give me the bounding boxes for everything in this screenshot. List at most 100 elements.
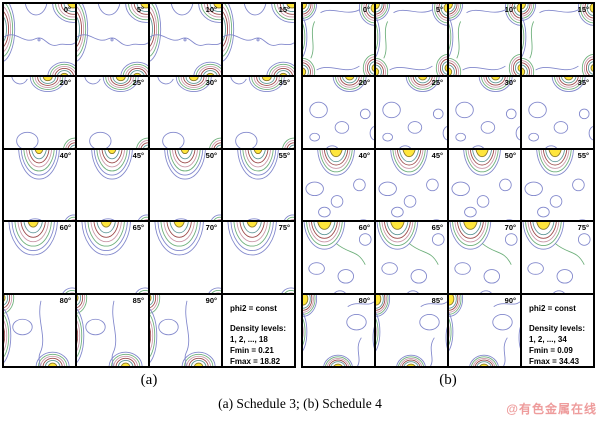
odf-section-cell-b-12: 60°: [303, 222, 374, 294]
contour-plot: [223, 4, 294, 75]
section-angle-label: 15°: [278, 5, 290, 14]
contour-plot: [305, 149, 369, 221]
contour-plot: [230, 76, 294, 148]
section-angle-label: 65°: [431, 223, 443, 233]
section-angle-label: 45°: [431, 150, 443, 160]
odf-section-cell-b-1: 5°: [376, 4, 447, 75]
contour-plot: [376, 295, 447, 366]
odf-section-cell-a-12: 60°: [4, 222, 75, 294]
section-angle-label: 5°: [435, 5, 443, 14]
odf-section-cell-a-3: 15°: [223, 4, 294, 75]
section-angle-label: 50°: [504, 150, 516, 160]
section-angle-label: 85°: [132, 296, 144, 306]
contour-plot: [449, 295, 520, 366]
section-angle-label: 60°: [358, 223, 370, 233]
section-angle-label: 25°: [431, 77, 443, 87]
section-angle-label: 75°: [278, 223, 290, 233]
odf-section-cell-a-10: 50°: [150, 149, 221, 221]
info-line: Density levels:: [529, 324, 586, 334]
info-line: Density levels:: [230, 324, 287, 334]
contour-plot: [522, 222, 591, 294]
contour-plot: [451, 149, 515, 221]
contour-plot: [303, 222, 372, 294]
odf-section-cell-b-11: 55°: [522, 149, 593, 221]
section-angle-label: 90°: [504, 296, 516, 306]
section-angle-label: 40°: [358, 150, 370, 160]
contour-plot: [150, 4, 221, 75]
section-angle-label: 45°: [132, 150, 144, 160]
info-line: phi2 = const: [529, 304, 576, 314]
odf-section-cell-b-5: 25°: [376, 76, 447, 148]
info-line: phi2 = const: [230, 304, 277, 314]
section-angle-label: 80°: [358, 296, 370, 306]
section-angle-label: 85°: [431, 296, 443, 306]
contour-plot: [84, 76, 148, 148]
info-line: 1, 2, ..., 18: [230, 335, 268, 345]
section-angle-label: 35°: [278, 77, 290, 87]
odf-section-cell-a-8: 40°: [4, 149, 75, 221]
contour-plot: [376, 4, 447, 75]
section-angle-label: 40°: [59, 150, 71, 160]
odf-grid-a: 0° 5° 10° 15° 20° 25° 30° 35° 40° 45° 50° 55° 60° 65°…: [2, 2, 296, 368]
contour-plot: [164, 149, 221, 221]
info-box-b: phi2 = const Density levels: 1, 2, ..., 34…: [522, 295, 593, 366]
section-angle-label: 20°: [358, 77, 370, 87]
odf-section-cell-b-15: 75°: [522, 222, 593, 294]
contour-plot: [81, 222, 148, 294]
section-angle-label: 25°: [132, 77, 144, 87]
odf-section-cell-a-2: 10°: [150, 4, 221, 75]
contour-plot: [382, 76, 447, 148]
odf-section-cell-a-15: 75°: [223, 222, 294, 294]
section-angle-label: 20°: [59, 77, 71, 87]
contour-plot: [8, 222, 75, 294]
section-angle-label: 10°: [504, 5, 516, 14]
section-angle-label: 5°: [136, 5, 144, 14]
contour-plot: [157, 76, 221, 148]
contour-plot: [449, 222, 518, 294]
panel-a: 0° 5° 10° 15° 20° 25° 30° 35° 40° 45° 50° 55° 60° 65°…: [2, 2, 296, 388]
section-angle-label: 15°: [577, 5, 589, 14]
section-angle-label: 50°: [205, 150, 217, 160]
info-line: Fmin = 0.21: [230, 346, 274, 356]
odf-section-cell-a-1: 5°: [77, 4, 148, 75]
section-angle-label: 80°: [59, 296, 71, 306]
odf-section-cell-b-9: 45°: [376, 149, 447, 221]
odf-section-cell-a-18: 90°: [150, 295, 221, 366]
section-angle-label: 90°: [205, 296, 217, 306]
odf-section-cell-a-6: 30°: [150, 76, 221, 148]
section-angle-label: 65°: [132, 223, 144, 233]
contour-plot: [4, 295, 70, 366]
info-box-a: phi2 = const Density levels: 1, 2, ..., 18…: [223, 295, 294, 366]
odf-section-cell-b-0: 0°: [303, 4, 374, 75]
odf-section-cell-b-3: 15°: [522, 4, 593, 75]
contour-plot: [528, 76, 593, 148]
odf-section-cell-b-14: 70°: [449, 222, 520, 294]
odf-section-cell-a-11: 55°: [223, 149, 294, 221]
contour-plot: [303, 4, 374, 75]
odf-section-cell-a-9: 45°: [77, 149, 148, 221]
watermark-text: @有色金属在线: [506, 402, 597, 416]
contour-plot: [309, 76, 374, 148]
odf-section-cell-b-16: 80°: [303, 295, 374, 366]
info-line: 1, 2, ..., 34: [529, 335, 567, 345]
contour-plot: [4, 4, 75, 75]
contour-plot: [524, 149, 588, 221]
section-angle-label: 60°: [59, 223, 71, 233]
odf-section-cell-b-13: 65°: [376, 222, 447, 294]
odf-section-cell-a-7: 35°: [223, 76, 294, 148]
section-angle-label: 75°: [577, 223, 589, 233]
contour-plot: [77, 4, 148, 75]
odf-section-cell-a-16: 80°: [4, 295, 75, 366]
contour-plot: [449, 4, 520, 75]
odf-section-cell-a-4: 20°: [4, 76, 75, 148]
odf-section-cell-a-5: 25°: [77, 76, 148, 148]
odf-section-cell-b-10: 50°: [449, 149, 520, 221]
info-line: Fmax = 18.82: [230, 357, 281, 366]
odf-section-cell-a-14: 70°: [150, 222, 221, 294]
section-angle-label: 35°: [577, 77, 589, 87]
contour-plot: [11, 76, 75, 148]
info-line: Fmin = 0.09: [529, 346, 573, 356]
contour-plot: [376, 222, 445, 294]
section-angle-label: 70°: [504, 223, 516, 233]
odf-section-cell-b-7: 35°: [522, 76, 593, 148]
